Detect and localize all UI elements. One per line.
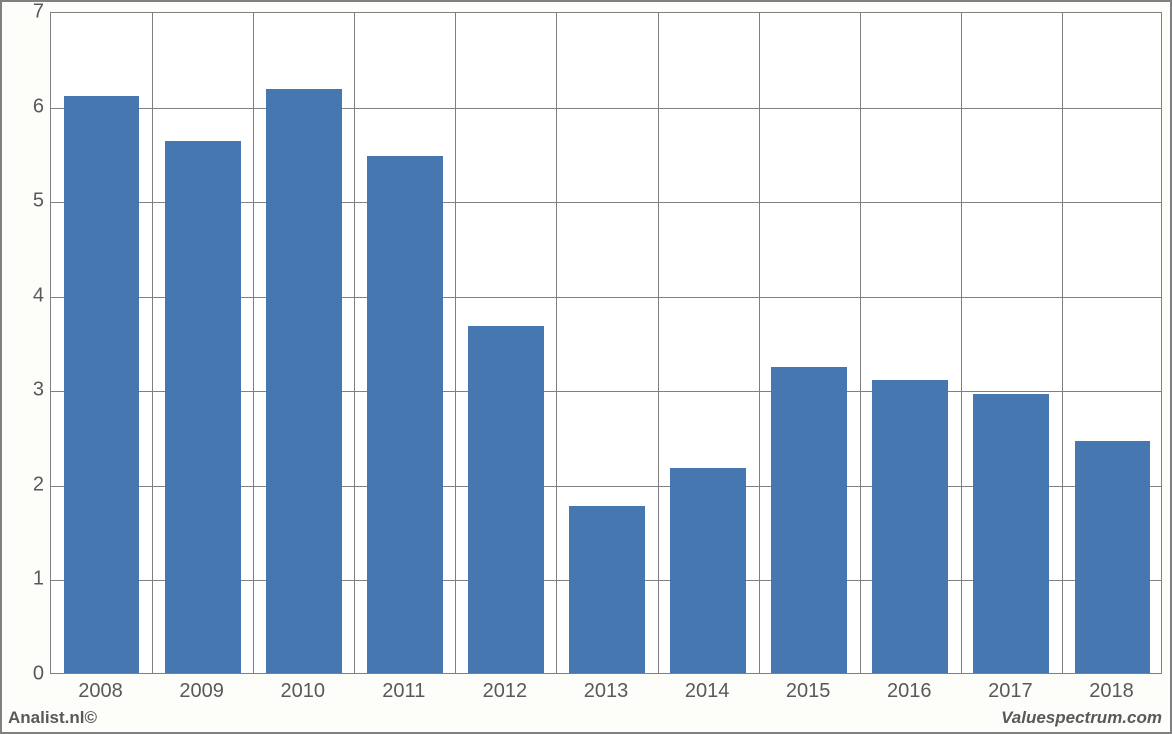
y-tick-label: 7 (14, 1, 44, 24)
gridline-vertical (152, 13, 153, 673)
bar (165, 141, 241, 673)
y-tick-label: 5 (14, 190, 44, 213)
gridline-vertical (556, 13, 557, 673)
y-tick-label: 1 (14, 568, 44, 591)
x-tick-label: 2013 (584, 680, 629, 703)
y-tick-label: 0 (14, 663, 44, 686)
x-tick-label: 2012 (483, 680, 528, 703)
gridline-vertical (860, 13, 861, 673)
gridline-vertical (455, 13, 456, 673)
footer-right-credit: Valuespectrum.com (1001, 708, 1162, 728)
x-tick-label: 2017 (988, 680, 1033, 703)
bar (266, 89, 342, 673)
bar (64, 96, 140, 673)
gridline-vertical (759, 13, 760, 673)
x-tick-label: 2010 (280, 680, 325, 703)
bar (973, 394, 1049, 673)
x-tick-label: 2014 (685, 680, 730, 703)
bar (468, 326, 544, 673)
gridline-horizontal (51, 108, 1161, 109)
x-tick-label: 2015 (786, 680, 831, 703)
y-tick-label: 6 (14, 95, 44, 118)
plot-area (50, 12, 1162, 674)
gridline-vertical (961, 13, 962, 673)
x-tick-label: 2008 (78, 680, 123, 703)
x-tick-label: 2011 (382, 680, 425, 703)
bar (569, 506, 645, 673)
y-tick-label: 3 (14, 379, 44, 402)
bar (367, 156, 443, 673)
gridline-vertical (1062, 13, 1063, 673)
bar (1075, 441, 1151, 673)
x-tick-label: 2018 (1089, 680, 1134, 703)
x-tick-label: 2016 (887, 680, 932, 703)
bar (771, 367, 847, 673)
gridline-vertical (658, 13, 659, 673)
footer-left-credit: Analist.nl© (8, 708, 97, 728)
gridline-vertical (354, 13, 355, 673)
bar (670, 468, 746, 673)
x-tick-label: 2009 (179, 680, 224, 703)
y-tick-label: 2 (14, 473, 44, 496)
bar (872, 380, 948, 673)
chart-outer-frame: 0 1 2 3 4 5 6 7 2008 2009 2010 2011 2012 2013 2014 201… (0, 0, 1172, 734)
gridline-vertical (253, 13, 254, 673)
y-tick-label: 4 (14, 284, 44, 307)
